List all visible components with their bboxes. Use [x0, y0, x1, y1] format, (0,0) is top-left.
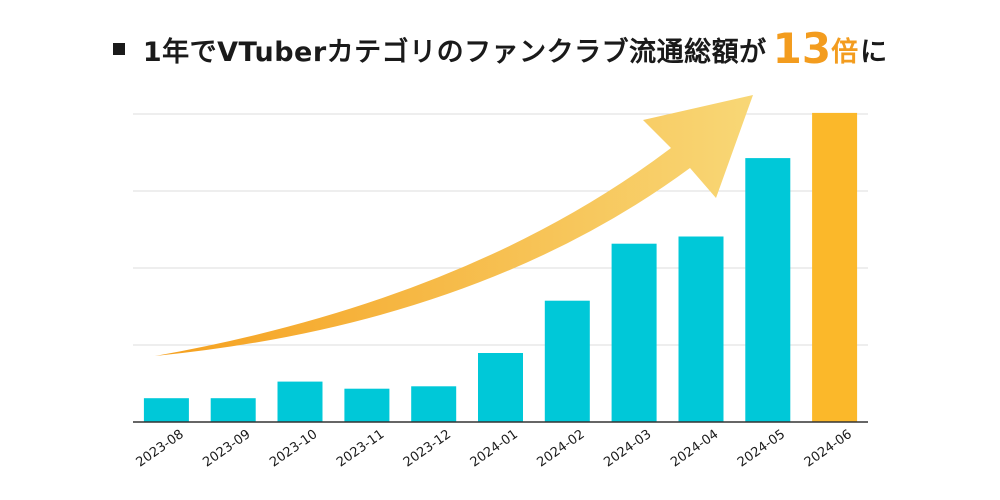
- bar-2024-06: [812, 112, 858, 423]
- bar-2023-11: [344, 388, 390, 422]
- title-multiplier: 13: [772, 24, 832, 73]
- bar-2024-05: [745, 158, 791, 422]
- x-tick-labels: 2023-08 2023-09 2023-10 2023-11 2023-12 2024-…: [134, 427, 855, 470]
- bar-2024-04: [678, 236, 724, 422]
- bars: [143, 112, 858, 423]
- x-tick-label: 2023-09: [200, 427, 253, 470]
- bar-2024-03: [611, 243, 657, 422]
- x-tick-label: 2023-08: [134, 427, 187, 470]
- x-tick-label: 2024-01: [468, 427, 521, 470]
- title-multiplier-unit: 倍: [831, 36, 859, 68]
- bar-2023-10: [277, 381, 323, 422]
- chart-title: 1年でVTuberカテゴリのファンクラブ流通総額が 13 倍 に: [0, 22, 1000, 76]
- x-tick-label: 2024-03: [601, 427, 654, 470]
- square-bullet-icon: [112, 43, 125, 55]
- bar-2023-09: [210, 398, 256, 422]
- title-main-text: 1年でVTuberカテゴリのファンクラブ流通総額が: [142, 36, 767, 68]
- bar-2024-02: [544, 300, 590, 422]
- growth-arrow-icon: [155, 95, 753, 356]
- x-tick-label: 2024-05: [735, 427, 788, 470]
- x-tick-label: 2024-02: [534, 427, 587, 470]
- bar-2023-12: [411, 386, 457, 422]
- bar-2024-01: [478, 353, 523, 422]
- x-tick-label: 2023-12: [401, 427, 454, 470]
- x-tick-label: 2023-11: [334, 427, 387, 470]
- x-tick-label: 2023-10: [267, 427, 320, 470]
- x-tick-label: 2024-04: [668, 427, 721, 470]
- title-tail: に: [860, 36, 888, 68]
- x-tick-label: 2024-06: [802, 427, 855, 470]
- bar-2023-08: [143, 398, 189, 422]
